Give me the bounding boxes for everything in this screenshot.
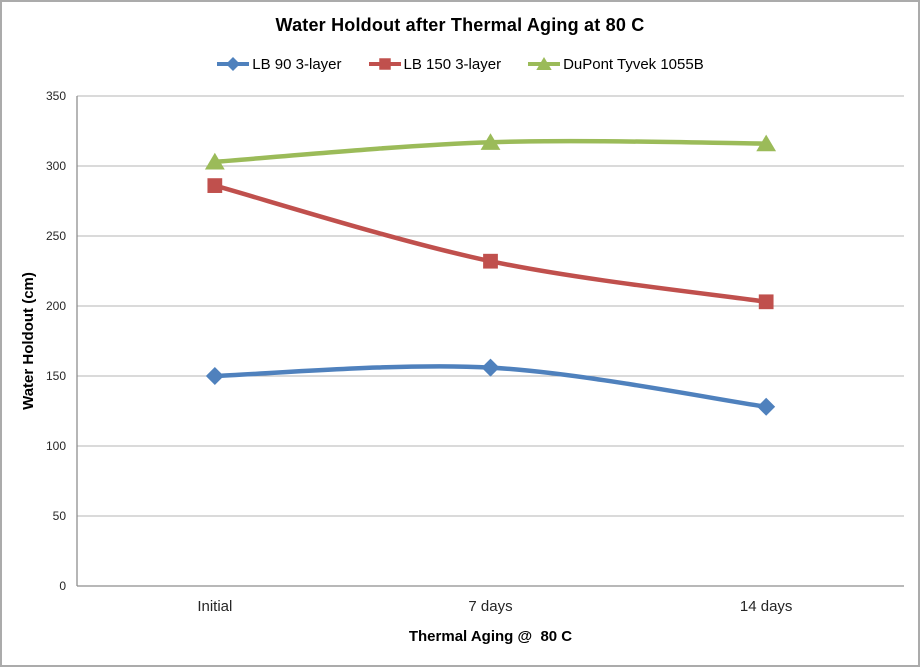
series-marker-square xyxy=(758,294,774,310)
series-marker-diamond xyxy=(481,358,500,377)
y-axis-tick-label: 300 xyxy=(45,159,66,173)
series-marker-square xyxy=(207,178,223,193)
y-axis-tick-label: 200 xyxy=(45,299,66,313)
series-marker-diamond xyxy=(757,397,776,416)
legend-marker-triangle xyxy=(528,57,561,70)
x-axis-tick-label: Initial xyxy=(197,598,233,615)
x-axis-title: Thermal Aging @ 80 C xyxy=(408,628,573,645)
series-marker-triangle xyxy=(756,134,777,152)
legend-label: LB 90 3-layer xyxy=(252,55,342,73)
y-axis-title: Water Holdout (cm) xyxy=(20,272,37,410)
legend-marker-square xyxy=(368,58,401,70)
y-axis-tick-label: 150 xyxy=(45,369,66,383)
x-axis-tick-label: 7 days xyxy=(468,598,513,615)
y-axis-tick-label: 0 xyxy=(59,579,66,593)
series-marker-triangle xyxy=(204,152,225,170)
series-marker-diamond xyxy=(205,367,224,385)
legend-item: LB 90 3-layer xyxy=(216,55,342,73)
legend-label: LB 150 3-layer xyxy=(403,55,502,73)
x-axis-tick-label: 14 days xyxy=(739,598,793,615)
y-axis-tick-label: 350 xyxy=(45,89,66,103)
series-line xyxy=(212,183,769,305)
y-axis-tick-label: 100 xyxy=(45,439,66,453)
legend-item: LB 150 3-layer xyxy=(368,55,502,73)
chart-title: Water Holdout after Thermal Aging at 80 … xyxy=(275,15,645,35)
legend-label: DuPont Tyvek 1055B xyxy=(563,55,704,73)
y-axis-tick-label: 50 xyxy=(52,509,66,523)
series-marker-triangle xyxy=(480,133,501,150)
series-marker-square xyxy=(483,253,498,269)
y-axis-tick-label: 250 xyxy=(45,229,66,243)
legend: LB 90 3-layer LB 150 3-layer DuPont Tyvek … xyxy=(2,55,918,73)
legend-item: DuPont Tyvek 1055B xyxy=(527,55,704,73)
legend-marker-diamond xyxy=(217,57,250,71)
